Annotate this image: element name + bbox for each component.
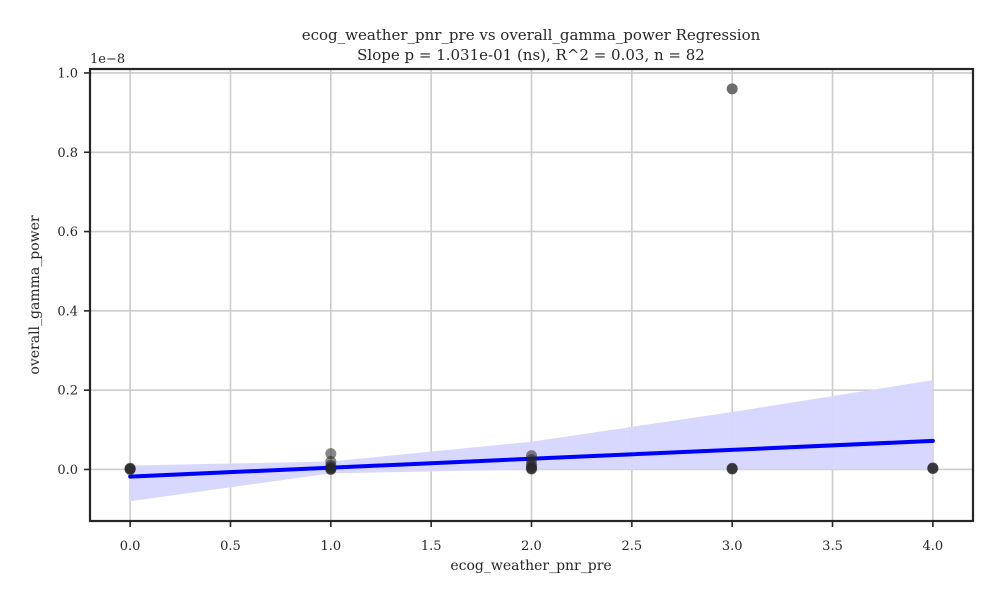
data-point	[726, 463, 738, 475]
chart-title: ecog_weather_pnr_pre vs overall_gamma_po…	[302, 26, 761, 44]
x-axis-label: ecog_weather_pnr_pre	[450, 558, 611, 574]
chart-subtitle: Slope p = 1.031e-01 (ns), R^2 = 0.03, n …	[357, 46, 705, 64]
y-tick-label: 0.2	[57, 384, 78, 399]
x-axis-ticks: 0.0 0.5 1.0 1.5 2.0 2.5 3.0 3.5 4.0	[120, 521, 943, 554]
x-tick-label: 0.0	[120, 539, 141, 554]
x-tick-label: 0.5	[220, 539, 241, 554]
y-tick-label: 0.8	[57, 146, 78, 161]
data-point	[325, 463, 337, 475]
y-axis-label: overall_gamma_power	[27, 215, 43, 374]
x-tick-label: 1.0	[320, 539, 341, 554]
data-point	[927, 463, 939, 475]
x-tick-label: 3.5	[822, 539, 843, 554]
y-axis-ticks: 0.0 0.2 0.4 0.6 0.8 1.0	[57, 66, 90, 478]
y-tick-label: 1.0	[57, 66, 78, 81]
y-offset-label: 1e−8	[90, 52, 125, 67]
y-tick-label: 0.4	[57, 304, 78, 319]
y-tick-label: 0.0	[57, 463, 78, 478]
data-point	[726, 83, 738, 95]
y-tick-label: 0.6	[57, 225, 78, 240]
x-tick-label: 2.0	[521, 539, 542, 554]
x-tick-label: 4.0	[923, 539, 944, 554]
x-tick-label: 1.5	[421, 539, 442, 554]
scatter-points-layer	[124, 83, 939, 475]
data-point	[325, 448, 337, 460]
data-point	[124, 463, 136, 475]
x-tick-label: 2.5	[621, 539, 642, 554]
data-point	[526, 463, 537, 475]
x-tick-label: 3.0	[722, 539, 743, 554]
